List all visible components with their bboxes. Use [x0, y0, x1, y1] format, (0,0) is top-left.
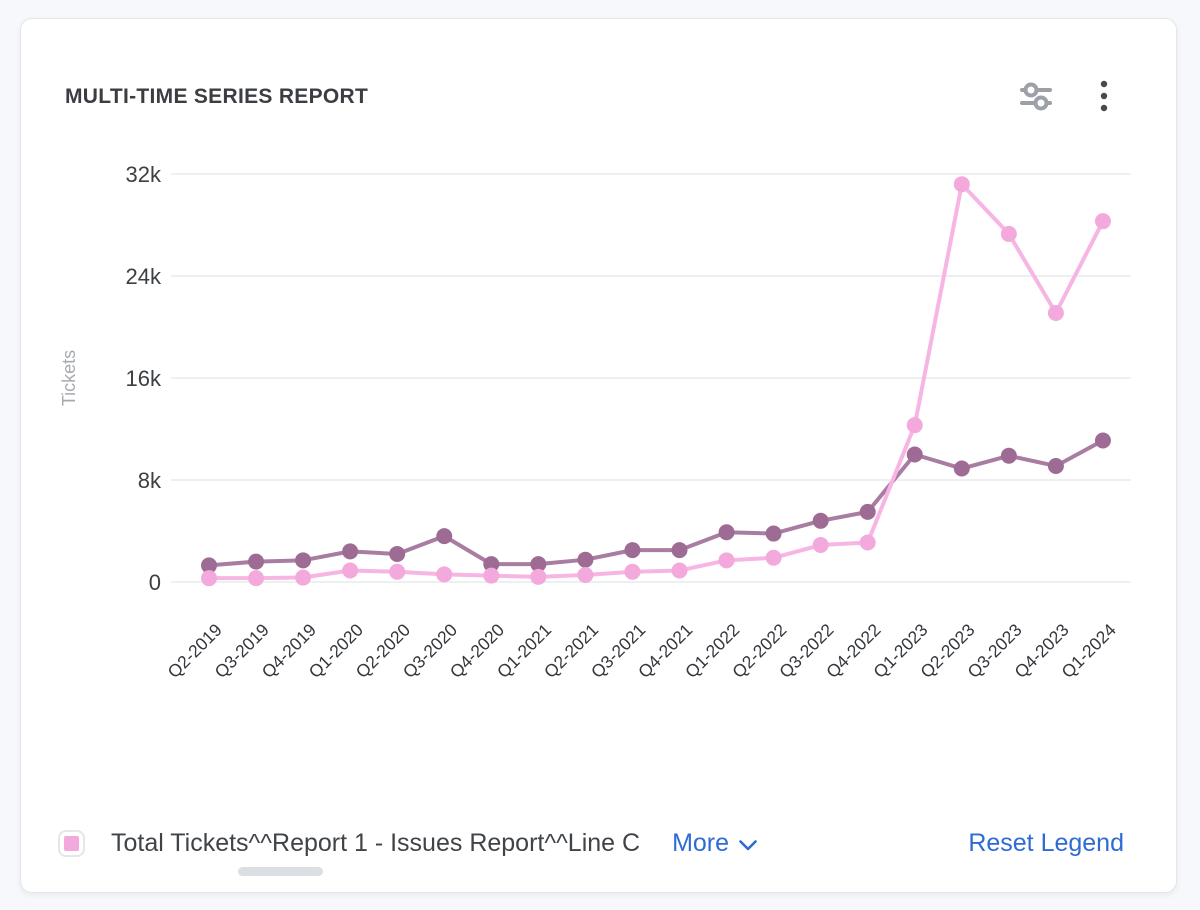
page-title: MULTI-TIME SERIES REPORT [65, 85, 369, 108]
header-actions [1016, 77, 1124, 117]
legend-swatch-color [64, 836, 79, 851]
chart-area: 0 8k 16k 24k 32k Tickets Q2-2019 Q3-2019 Q4-2019… [21, 133, 1176, 733]
svg-text:0: 0 [149, 570, 161, 595]
legend-more-label: More [672, 829, 730, 857]
card-header: MULTI-TIME SERIES REPORT [21, 19, 1176, 117]
legend-scrollbar-thumb[interactable] [238, 867, 323, 876]
kebab-menu-button[interactable] [1084, 77, 1124, 117]
legend-swatch-checkbox[interactable] [58, 830, 85, 857]
legend-more-button[interactable]: More [672, 829, 757, 858]
kebab-menu-icon [1098, 79, 1110, 116]
svg-text:32k: 32k [126, 162, 162, 187]
legend-row: Total Tickets^^Report 1 - Issues Report^… [21, 829, 1176, 876]
filter-sliders-icon [1018, 78, 1054, 117]
legend-item[interactable]: Total Tickets^^Report 1 - Issues Report^… [58, 829, 641, 876]
legend-series-label: Total Tickets^^Report 1 - Issues Report^… [111, 829, 641, 857]
reset-legend-button[interactable]: Reset Legend [968, 829, 1124, 857]
svg-text:Tickets: Tickets [59, 350, 79, 406]
svg-text:24k: 24k [126, 264, 162, 289]
line-chart: 08k16k24k32kTicketsQ2-2019Q3-2019Q4-2019… [59, 162, 1131, 682]
svg-text:8k: 8k [138, 468, 162, 493]
report-card: MULTI-TIME SERIES REPORT [20, 18, 1177, 893]
chevron-down-icon [739, 829, 757, 858]
filter-sliders-button[interactable] [1016, 77, 1056, 117]
svg-text:16k: 16k [126, 366, 162, 391]
